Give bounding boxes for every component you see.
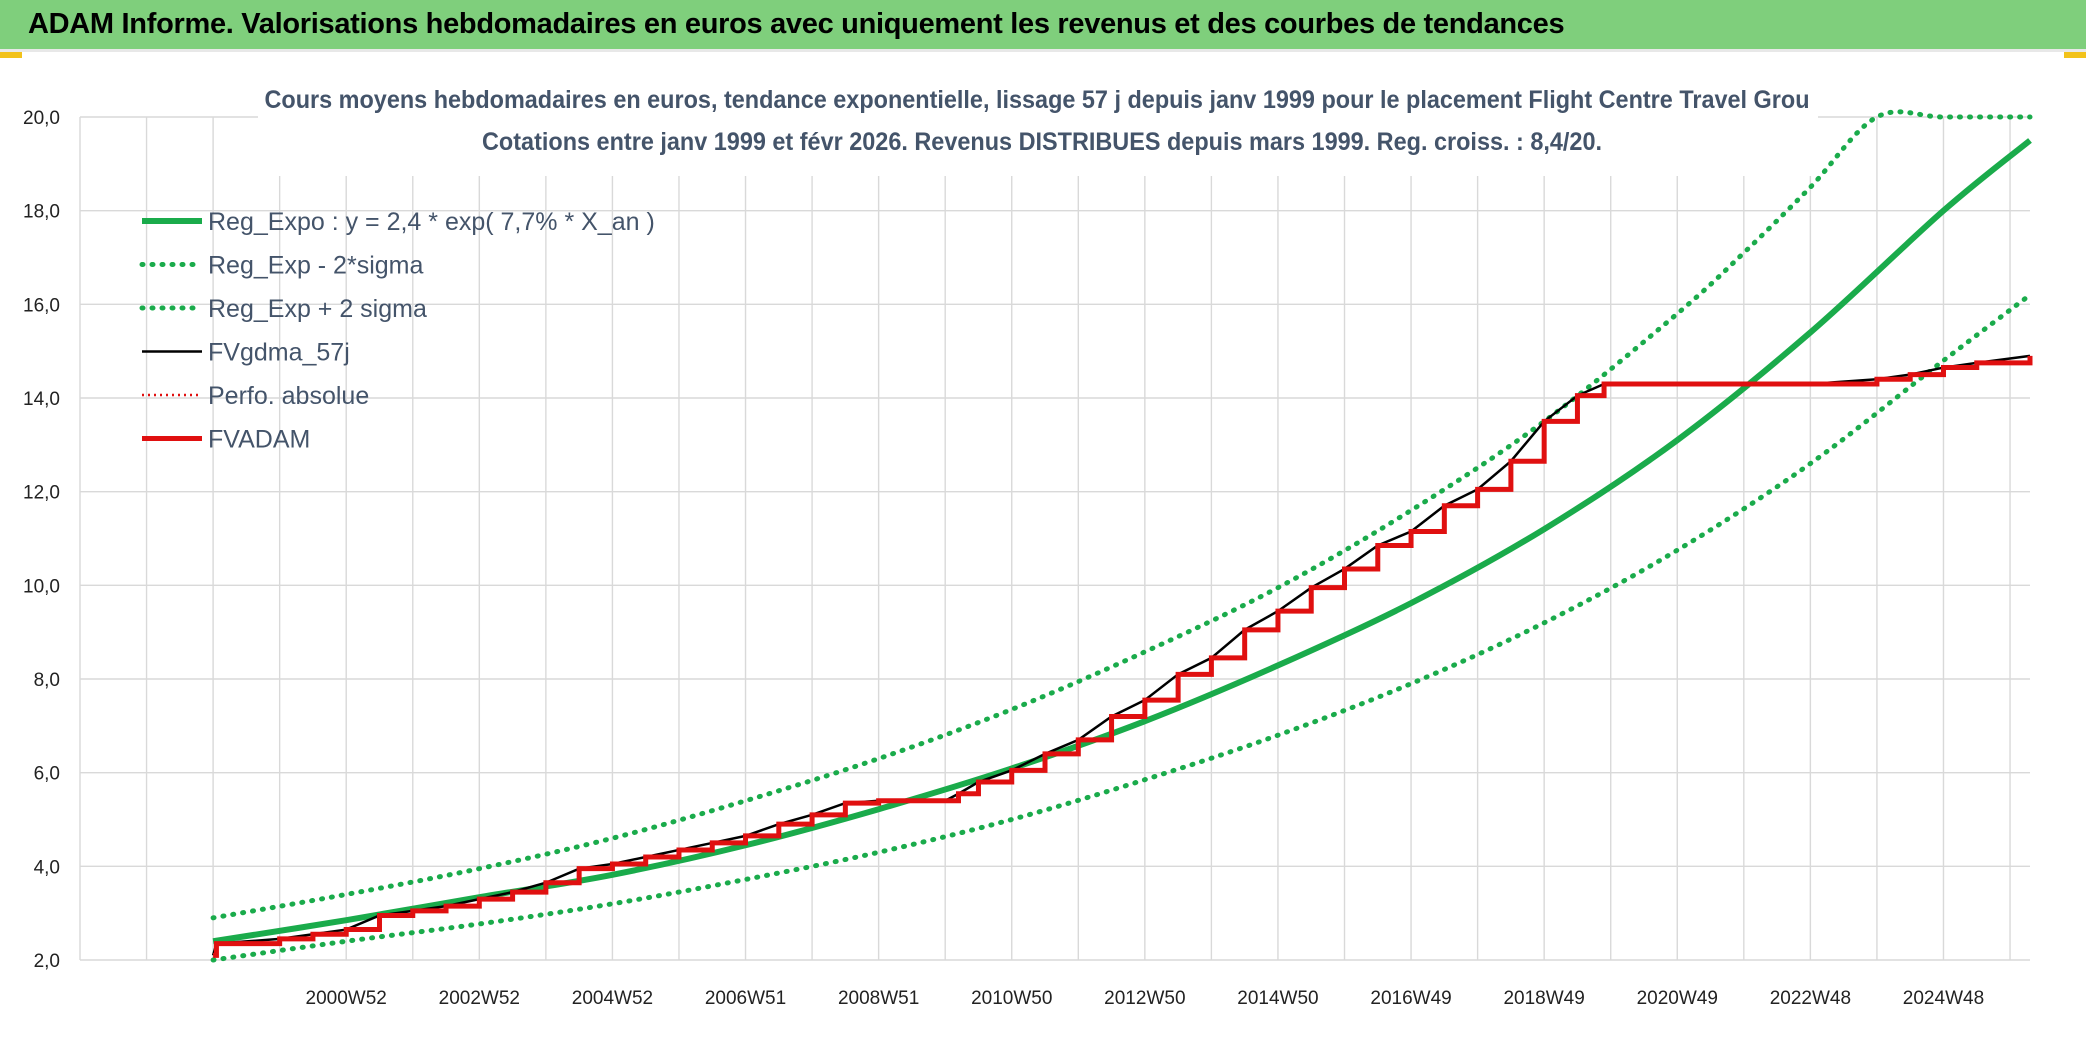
- series-line-0: [212, 138, 2032, 945]
- series-line-2: [210, 109, 2033, 921]
- chart-svg: 2,0 4,0 6,0 8,0 10,0 12,0 14,0 16,0 18,0 20,0 2000…: [23, 80, 2033, 1009]
- y-tick-label: 8,0: [34, 670, 60, 691]
- x-tick-label: 2002W52: [439, 988, 520, 1009]
- y-tick-label: 2,0: [34, 951, 60, 972]
- y-tick-label: 12,0: [23, 483, 60, 504]
- x-tick-label: 2010W50: [971, 988, 1052, 1009]
- x-tick-label: 2004W52: [572, 988, 653, 1009]
- legend-label: Perfo. absolue: [208, 382, 369, 410]
- report-title: ADAM Informe. Valorisations hebdomadaire…: [28, 8, 1565, 40]
- x-tick-label: 2006W51: [705, 988, 786, 1009]
- chart-title: Cours moyens hebdomadaires en euros, ten…: [265, 86, 1810, 114]
- y-tick-label: 4,0: [34, 857, 60, 878]
- y-tick-label: 16,0: [23, 295, 60, 316]
- x-tick-label: 2024W48: [1903, 988, 1984, 1009]
- y-tick-label: 14,0: [23, 389, 60, 410]
- x-tick-label: 2000W52: [306, 988, 387, 1009]
- x-tick-label: 2022W48: [1770, 988, 1851, 1009]
- chart-subtitle: Cotations entre janv 1999 et févr 2026. …: [482, 128, 1602, 156]
- y-tick-label: 18,0: [23, 202, 60, 223]
- x-tick-label: 2008W51: [838, 988, 919, 1009]
- chart-legend: Reg_Expo : y = 2,4 * exp( 7,7% * X_an ) R…: [139, 208, 655, 454]
- legend-label: Reg_Exp + 2 sigma: [208, 295, 427, 323]
- series-fvgdma-line: [211, 354, 2031, 956]
- x-tick-label: 2018W49: [1503, 988, 1584, 1009]
- corner-mark-left: [0, 52, 22, 58]
- corner-mark-right: [2064, 52, 2086, 58]
- series-line-1: [210, 292, 2033, 963]
- legend-label: FVADAM: [208, 426, 310, 454]
- y-tick-label: 10,0: [23, 576, 60, 597]
- legend-label: FVgdma_57j: [208, 339, 350, 367]
- x-tick-label: 2012W50: [1104, 988, 1185, 1009]
- series-line-5: [213, 355, 2033, 958]
- legend-label: Reg_Expo : y = 2,4 * exp( 7,7% * X_an ): [208, 208, 655, 236]
- y-tick-label: 20,0: [23, 108, 60, 129]
- chart-frame: 2,0 4,0 6,0 8,0 10,0 12,0 14,0 16,0 18,0 20,0 2000…: [0, 52, 2086, 1038]
- series-lines: [210, 109, 2033, 963]
- y-tick-label: 6,0: [34, 764, 60, 785]
- legend-label: Reg_Exp - 2*sigma: [208, 252, 423, 280]
- x-tick-label: 2020W49: [1637, 988, 1718, 1009]
- title-background: [258, 80, 1818, 176]
- x-tick-label: 2016W49: [1370, 988, 1451, 1009]
- axis-labels: 2,0 4,0 6,0 8,0 10,0 12,0 14,0 16,0 18,0 20,0 2000…: [23, 108, 1984, 1009]
- grid-lines: [79, 116, 2030, 961]
- report-banner: ADAM Informe. Valorisations hebdomadaire…: [0, 0, 2086, 52]
- x-tick-label: 2014W50: [1237, 988, 1318, 1009]
